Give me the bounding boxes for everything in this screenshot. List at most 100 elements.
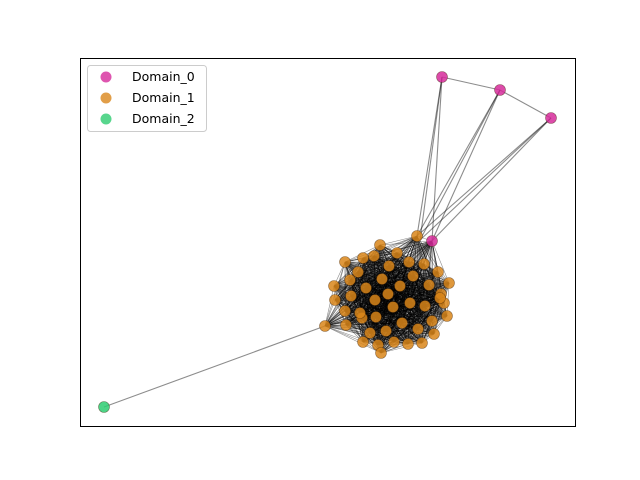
graph-edge (373, 255, 409, 345)
graph-edge (361, 285, 401, 319)
graph-edge (324, 285, 335, 327)
graph-edge (334, 293, 389, 301)
graph-edge (349, 279, 394, 308)
graph-edge (350, 293, 442, 297)
graph-edge (324, 261, 410, 327)
graph-node-domain-1 (441, 310, 453, 322)
graph-edge (392, 306, 433, 322)
graph-edge (333, 285, 411, 304)
graph-edge (345, 324, 387, 332)
graph-edge (333, 285, 347, 326)
graph-edge (407, 297, 441, 345)
graph-edge (357, 271, 394, 308)
graph-edge (416, 235, 426, 307)
graph-edge (377, 320, 433, 346)
graph-edge (369, 278, 383, 334)
graph-edge (407, 302, 411, 345)
graph-edge (379, 244, 403, 324)
graph-edge (344, 261, 410, 312)
graph-edge (416, 235, 439, 273)
graph-edge (369, 293, 442, 334)
graph-edge (375, 302, 445, 318)
legend-box (87, 65, 207, 132)
graph-edge (333, 285, 377, 318)
graph-edge (385, 302, 445, 332)
graph-edge (388, 265, 448, 317)
graph-edge (344, 261, 361, 314)
graph-node-domain-1 (339, 305, 351, 317)
graph-edge (379, 244, 426, 307)
graph-edge (409, 263, 425, 304)
graph-edge (362, 257, 426, 307)
graph-edge (362, 257, 445, 304)
graph-edge (373, 255, 387, 332)
graph-edge (374, 299, 426, 307)
graph-edge (409, 282, 450, 304)
graph-edge (365, 287, 442, 295)
graph-edge (387, 252, 398, 295)
graph-edge (349, 265, 390, 281)
graph-edge (373, 255, 450, 284)
graph-edge (349, 279, 401, 287)
graph-edge (380, 265, 390, 354)
graph-edge (409, 302, 423, 344)
graph-edge (334, 261, 346, 301)
graph-edge (388, 240, 433, 267)
graph-edge (349, 279, 377, 318)
graph-node-domain-1 (423, 279, 435, 291)
graph-edge (401, 240, 433, 324)
graph-node-domain-1 (387, 301, 399, 313)
graph-edge (333, 278, 383, 287)
graph-edge (362, 341, 409, 345)
graph-edge (409, 235, 418, 304)
graph-node-domain-2 (98, 401, 110, 413)
graph-edge (374, 299, 433, 322)
graph-node-domain-1 (403, 256, 415, 268)
graph-edge (431, 117, 552, 242)
graph-edge (428, 284, 433, 322)
graph-edge (387, 293, 395, 343)
graph-edge (380, 302, 411, 354)
graph-edge (416, 76, 443, 237)
graph-edge (380, 320, 433, 354)
graph-edge (344, 240, 433, 312)
graph-edge (362, 244, 381, 343)
graph-edge (396, 252, 430, 286)
graph-edge (393, 261, 410, 343)
graph-edge (392, 306, 448, 317)
graph-edge (350, 252, 398, 297)
graph-edge (419, 89, 501, 241)
graph-edge (377, 285, 401, 346)
graph-edge (324, 325, 387, 332)
graph-edge (375, 240, 433, 318)
graph-edge (345, 293, 389, 326)
graph-edge (369, 285, 401, 334)
graph-edge (385, 330, 435, 335)
graph-edge (365, 261, 410, 289)
graph-edge (407, 302, 445, 345)
graph-edge (373, 255, 410, 263)
graph-edge (361, 317, 403, 324)
graph-edge (357, 271, 364, 343)
graph-node-domain-1 (391, 247, 403, 259)
graph-edge (499, 89, 552, 119)
graph-edge (345, 324, 379, 346)
graph-node-domain-1 (369, 294, 381, 306)
graph-edge (388, 265, 409, 345)
graph-edge (393, 293, 442, 343)
graph-edge (375, 316, 423, 344)
graph-edge (431, 240, 450, 284)
graph-edge (361, 302, 411, 319)
graph-edge (388, 265, 433, 322)
graph-edge (324, 261, 346, 327)
graph-edge (349, 279, 430, 286)
graph-edge (392, 284, 430, 308)
graph-edge (381, 278, 448, 317)
graph-node-domain-1 (418, 258, 430, 270)
graph-edge (407, 315, 448, 345)
graph-edge (324, 284, 430, 327)
graph-edge (334, 299, 377, 318)
graph-edge (388, 265, 439, 273)
legend-label-domain-1: Domain_1 (132, 90, 195, 105)
graph-edge (381, 278, 419, 330)
